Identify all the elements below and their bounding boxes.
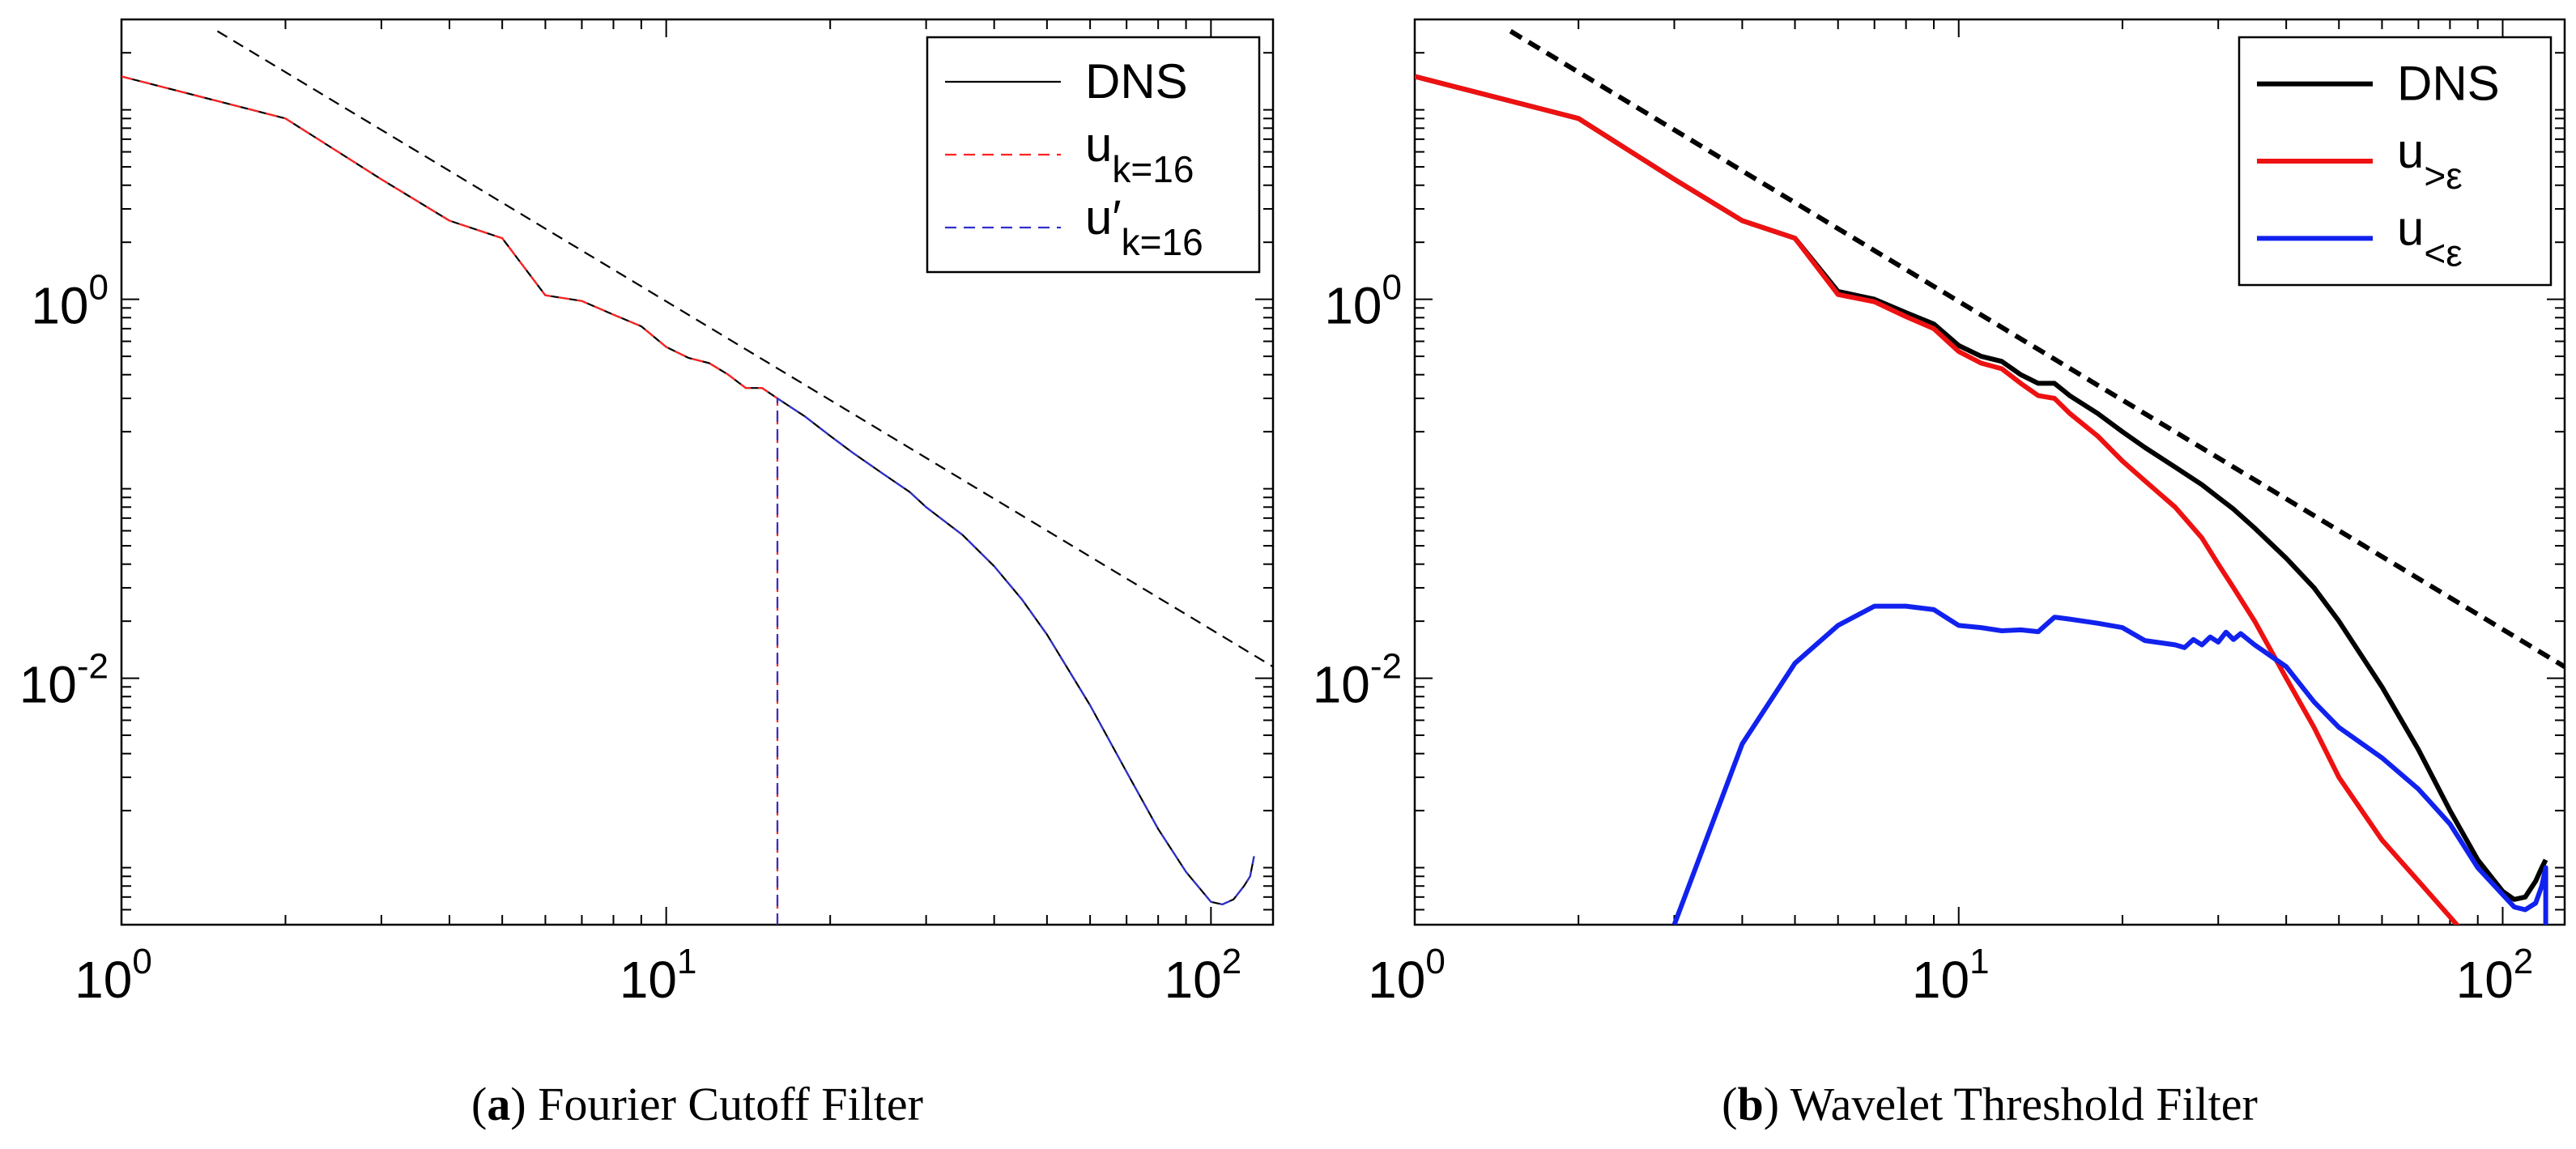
legend-label-u_gt: u>ε xyxy=(2397,124,2463,197)
legend-label-u_k16: uk=16 xyxy=(1085,117,1194,190)
y-tick-label: 100 xyxy=(31,268,109,335)
legend-label-dns: DNS xyxy=(1085,54,1188,109)
x-tick-label: 101 xyxy=(620,942,697,1009)
panel-b: 100 101 102 100 10-2 DNS u>εu<ε (b) Wavelet Thr… xyxy=(1313,18,2566,1130)
x-tick-label: 100 xyxy=(75,942,152,1009)
panel-caption: (b) Wavelet Threshold Filter xyxy=(1722,1078,2258,1130)
series-group xyxy=(1415,28,2565,925)
legend-label-dns: DNS xyxy=(2397,57,2500,111)
series-line-ref xyxy=(216,30,1273,668)
panel-caption: (a) Fourier Cutoff Filter xyxy=(471,1078,923,1130)
legend-label-uprime_k16: u′k=16 xyxy=(1085,190,1203,263)
series-line-dns xyxy=(1415,74,2548,902)
panel-a: 100 101 102 100 10-2 DNS uk=16u′k=16 (a) Fourie… xyxy=(19,18,1275,1130)
series-line-u_k16 xyxy=(121,75,779,925)
y-tick-label: 10-2 xyxy=(19,647,109,714)
x-tick-label: 100 xyxy=(1368,942,1446,1009)
legend: DNS u>εu<ε xyxy=(2238,36,2553,287)
legend-label-u_lt: u<ε xyxy=(2397,201,2463,274)
series-line-ref xyxy=(1509,28,2565,669)
series-line-uprime_k16 xyxy=(776,397,1255,925)
series-line-u_lt xyxy=(1671,603,2548,925)
series-line-u_gt xyxy=(1415,74,2460,925)
x-tick-label: 102 xyxy=(2456,942,2534,1009)
series-group xyxy=(121,30,1273,925)
plot-frame xyxy=(120,18,1275,926)
x-tick-label: 102 xyxy=(1165,942,1242,1009)
x-tick-label: 101 xyxy=(1912,942,1990,1009)
legend: DNS uk=16u′k=16 xyxy=(926,36,1261,274)
y-tick-label: 10-2 xyxy=(1313,647,1402,714)
y-tick-label: 100 xyxy=(1324,268,1402,335)
plot-frame xyxy=(1413,18,2566,926)
